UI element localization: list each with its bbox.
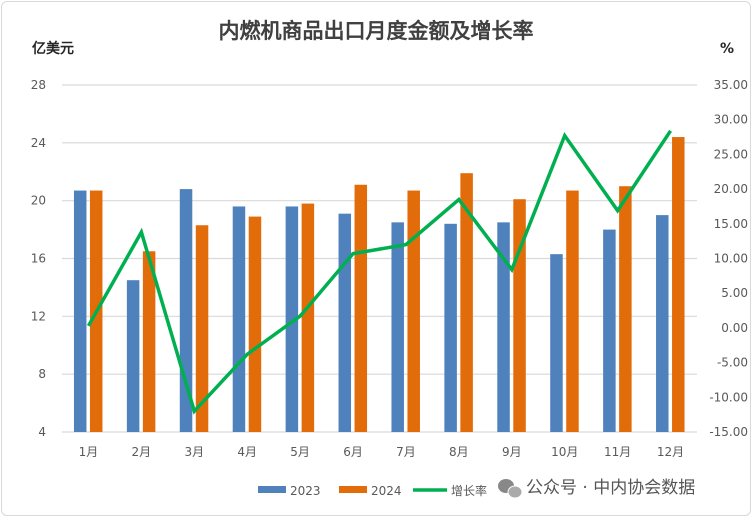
bar-2023 (338, 213, 352, 432)
left-tick-label: 12 (31, 309, 46, 323)
legend-swatch-2024 (339, 486, 367, 493)
bar-2023 (285, 206, 299, 432)
x-tick-label: 9月 (502, 445, 522, 459)
right-tick-label: -10.00 (709, 390, 748, 404)
x-tick-label: 12月 (657, 445, 684, 459)
bar-2024 (354, 184, 368, 432)
bar-2024 (513, 199, 526, 432)
right-tick-label: 15.00 (714, 217, 748, 231)
x-tick-label: 10月 (551, 445, 578, 459)
x-tick-label: 2月 (132, 445, 152, 459)
x-tick-label: 8月 (449, 445, 469, 459)
right-tick-label: -5.00 (717, 356, 748, 370)
right-tick-label: 5.00 (721, 286, 748, 300)
bar-2023 (497, 222, 510, 432)
watermark: 公众号 · 中内协会数据 (498, 478, 695, 499)
right-tick-label: 30.00 (714, 113, 748, 127)
right-axis-unit: % (720, 41, 734, 57)
left-tick-label: 4 (38, 425, 46, 439)
left-tick-label: 20 (31, 194, 46, 208)
growth-rate-line (86, 129, 673, 415)
x-tick-label: 5月 (290, 445, 310, 459)
bar-2024 (195, 225, 209, 432)
left-tick-label: 8 (38, 367, 46, 381)
right-tick-label: -15.00 (709, 425, 748, 439)
right-tick-label: 35.00 (714, 78, 748, 92)
bar-2024 (142, 251, 156, 432)
bar-2024 (407, 190, 420, 432)
bar-2024 (619, 186, 632, 432)
legend-label: 2024 (371, 484, 402, 498)
wechat-icon (498, 479, 523, 499)
bar-2024 (566, 190, 579, 432)
bar-2023 (391, 222, 404, 432)
x-tick-label: 4月 (237, 445, 257, 459)
bar-2023 (444, 223, 457, 432)
right-tick-label: 25.00 (714, 147, 748, 161)
x-tick-label: 11月 (604, 445, 631, 459)
bar-2024 (672, 137, 685, 433)
bar-2023 (232, 206, 246, 432)
x-tick-label: 6月 (343, 445, 363, 459)
left-tick-label: 16 (31, 252, 46, 266)
right-tick-label: 10.00 (714, 252, 748, 266)
bar-2023 (656, 215, 669, 432)
left-axis-unit: 亿美元 (32, 40, 74, 57)
bar-2023 (550, 254, 563, 432)
bar-2024 (460, 173, 473, 432)
x-tick-label: 3月 (184, 445, 204, 459)
legend-swatch-2023 (258, 486, 286, 493)
watermark-text: 公众号 · 中内协会数据 (526, 478, 695, 498)
x-tick-label: 7月 (396, 445, 416, 459)
chart-title: 内燃机商品出口月度金额及增长率 (219, 19, 534, 43)
right-tick-label: 20.00 (714, 182, 748, 196)
bar-2023 (126, 280, 140, 432)
legend-label: 增长率 (451, 483, 487, 498)
bar-2024 (301, 203, 315, 432)
bar-2023 (73, 190, 87, 432)
left-tick-label: 28 (31, 78, 46, 92)
legend-label: 2023 (290, 484, 321, 498)
left-tick-label: 24 (31, 136, 46, 150)
x-tick-label: 1月 (79, 445, 99, 459)
bar-2024 (248, 216, 262, 432)
bar-2023 (603, 229, 616, 432)
right-tick-label: 0.00 (721, 321, 748, 335)
